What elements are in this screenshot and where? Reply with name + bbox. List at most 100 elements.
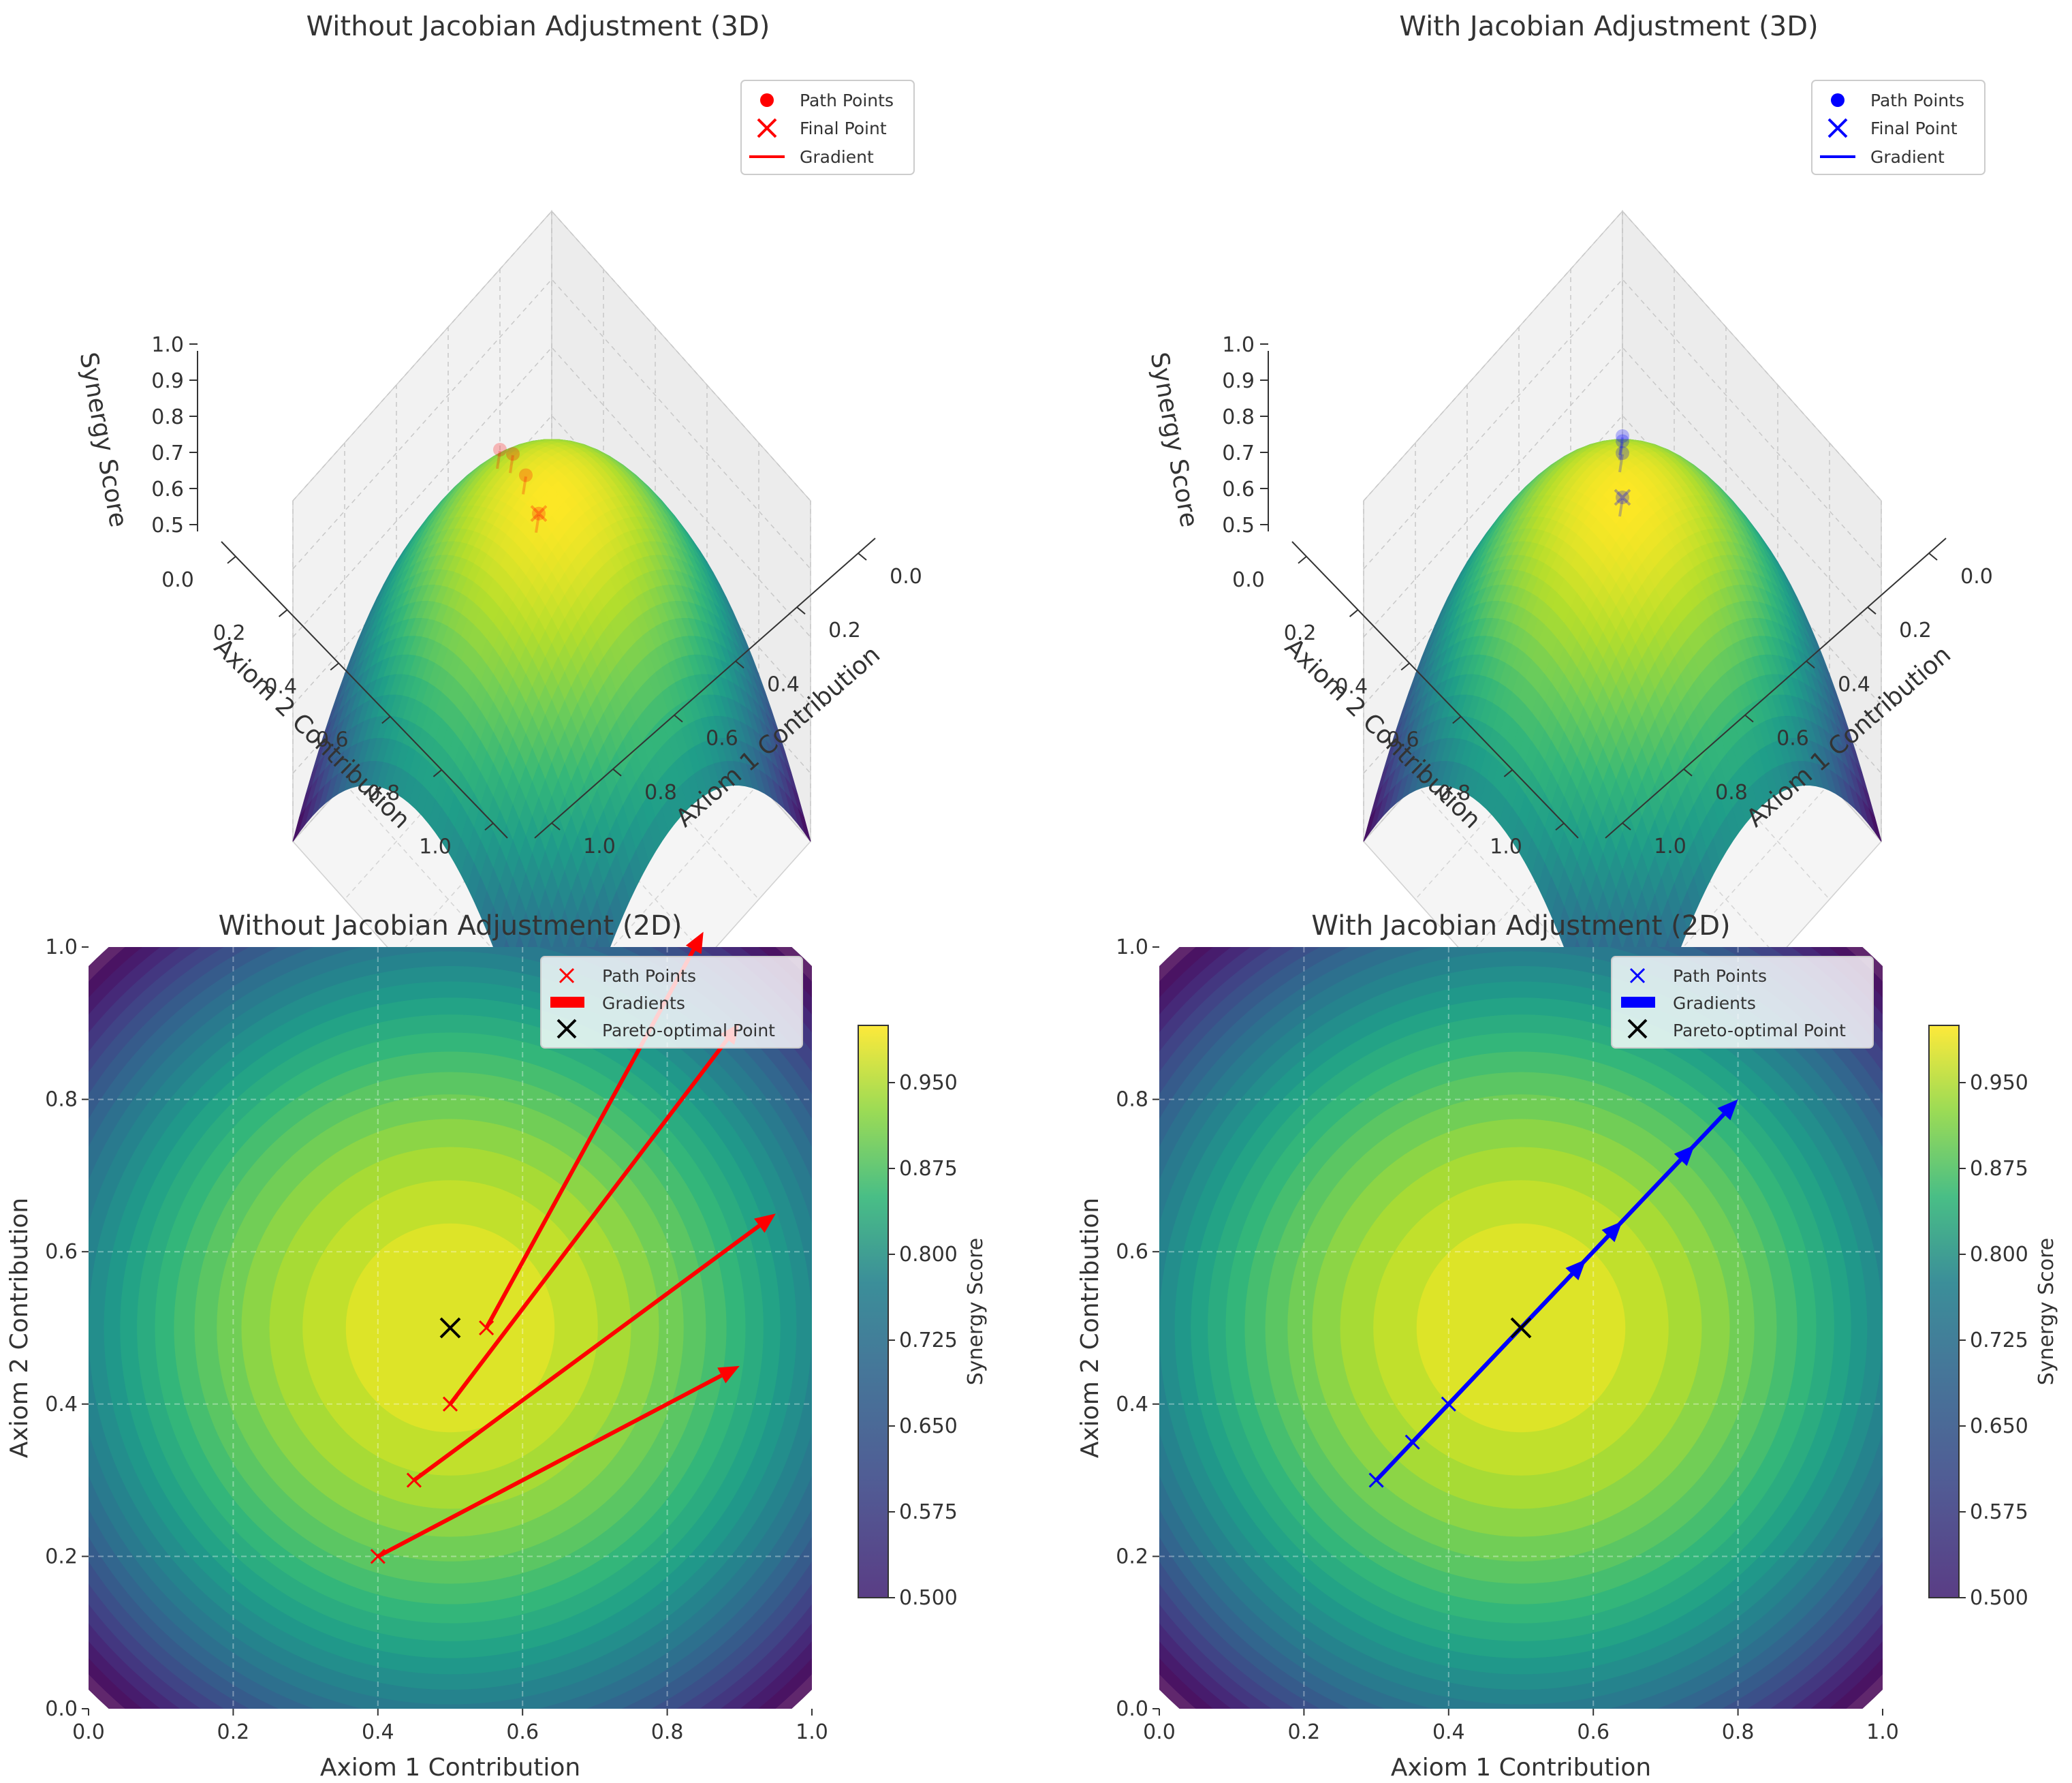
br-colorbar-tick-label: 0.575 <box>1970 1500 2028 1524</box>
tl-ytick-label: 0.6 <box>316 728 349 752</box>
br-ytick-label: 1.0 <box>1116 935 1148 959</box>
br-colorbar-tick-label: 0.800 <box>1970 1243 2028 1267</box>
bl-colorbar-tick-label: 0.875 <box>899 1157 958 1181</box>
tl-ztick-label: 0.8 <box>151 405 184 429</box>
tl-xtick-mark <box>735 660 744 669</box>
br-xtick-label: 0.8 <box>1722 1720 1755 1744</box>
br-contour-area <box>1159 947 1883 1709</box>
br-legend-pareto-label: Pareto-optimal Point <box>1673 1021 1846 1040</box>
tr-legend-final-label: Final Point <box>1870 119 1958 138</box>
br-ytick-label: 0.8 <box>1116 1088 1148 1112</box>
bl-xtick-label: 0.4 <box>362 1720 394 1744</box>
tr-pane-grid <box>1363 841 1623 1132</box>
br-colorbar-bar <box>1928 1025 1960 1598</box>
tl-legend-gradient-label: Gradient <box>800 147 874 167</box>
tl-gradient-2 <box>522 476 527 495</box>
tl-pane-grid <box>499 783 759 1074</box>
tr-title: With Jacobian Adjustment (3D) <box>1399 11 1818 42</box>
tr-pane-grid <box>1363 210 1882 501</box>
br-legend-gradients-label: Gradients <box>1673 993 1756 1013</box>
br-xtick-label: 1.0 <box>1866 1720 1899 1744</box>
tr-zlabel: Synergy Score <box>1145 350 1203 529</box>
tl-legend-path-label: Path Points <box>800 91 894 110</box>
tl-legend-box <box>740 80 915 175</box>
tl-markers <box>493 443 548 533</box>
tl-xtick-mark <box>551 822 561 831</box>
bl-colorbar: 0.500 0.575 0.650 0.725 0.800 0.875 0.950 Syner… <box>858 1025 988 1610</box>
br-legend-path-label: Path Points <box>1673 966 1767 986</box>
tl-ytick-mark <box>381 715 391 724</box>
bl-xtick-label: 0.2 <box>217 1720 250 1744</box>
tr-xtick-label: 0.8 <box>1715 781 1748 805</box>
br-colorbar-tick-label: 0.950 <box>1970 1071 2028 1095</box>
tl-gradient-3 <box>535 514 540 533</box>
tl-path-point-2 <box>519 468 533 482</box>
tl-surface <box>292 439 811 1132</box>
tr-ytick-mark <box>1349 609 1359 617</box>
br-ytick-label: 0.6 <box>1116 1240 1148 1264</box>
tr-legend-path-marker <box>1831 93 1845 107</box>
tl-xtick-mark <box>674 714 683 723</box>
tl-ztick-label: 0.6 <box>151 478 184 501</box>
tl-ztick-label: 0.9 <box>151 369 184 393</box>
tl-xtick-mark <box>796 606 806 615</box>
tr-pane-grid <box>1363 278 1882 570</box>
tl-ztick-label: 0.7 <box>151 441 184 465</box>
tl-xtick-label: 1.0 <box>583 835 616 858</box>
tl-path-point-1 <box>506 447 520 461</box>
tl-ztick-label: 1.0 <box>151 333 184 357</box>
bl-legend-gradients-marker <box>550 997 584 1008</box>
tl-pane-grid <box>344 783 604 1074</box>
tl-ytick-mark <box>433 769 443 777</box>
tl-legend-final-marker <box>757 118 777 138</box>
bl-colorbar-tick-label: 0.500 <box>899 1586 958 1610</box>
br-colorbar-label: Synergy Score <box>2035 1238 2058 1385</box>
tl-legend-final-label: Final Point <box>800 119 887 138</box>
bl-legend-path-label: Path Points <box>602 966 696 986</box>
tr-xtick-label: 1.0 <box>1654 835 1686 858</box>
bl-xlabel: Axiom 1 Contribution <box>320 1754 580 1782</box>
bl-colorbar-bar <box>858 1025 889 1598</box>
tl-ytick-label: 0.8 <box>368 781 401 805</box>
tr-ztick-label: 0.7 <box>1222 441 1255 465</box>
tr-xtick-label: 0.2 <box>1899 619 1932 642</box>
bl-xtick-label: 0.8 <box>651 1720 684 1744</box>
tl-gradient-1 <box>509 454 514 474</box>
br-xtick-label: 0.4 <box>1432 1720 1465 1744</box>
br-colorbar-tick-label: 0.725 <box>1970 1329 2028 1352</box>
tr-ztick-label: 0.5 <box>1222 514 1255 538</box>
bl-xtick-label: 0.6 <box>506 1720 539 1744</box>
tl-pane-grid <box>551 841 811 1132</box>
tl-ytick-mark <box>484 822 494 831</box>
br-legend: Path Points Gradients Pareto-optimal Point <box>1611 956 1874 1049</box>
tl-ytick-label: 0.0 <box>161 568 194 592</box>
tl-ytick-mark <box>330 662 339 671</box>
tl-zlabel: Synergy Score <box>74 350 132 529</box>
tl-xtick-label: 0.8 <box>644 781 677 805</box>
tl-ytick-label: 1.0 <box>419 835 452 858</box>
bl-ytick-label: 0.8 <box>45 1088 78 1112</box>
tr-xtick-label: 0.0 <box>1960 565 1993 589</box>
br-colorbar-tick-label: 0.875 <box>1970 1157 2028 1181</box>
bl-colorbar-tick-label: 0.650 <box>899 1414 958 1438</box>
tr-xtick-mark <box>1928 553 1938 561</box>
br-xtick-label: 0.2 <box>1288 1720 1321 1744</box>
tr-ztick-label: 0.9 <box>1222 369 1255 393</box>
tr-ytick-label: 1.0 <box>1490 835 1522 858</box>
tl-yaxis-line <box>221 541 508 839</box>
tl-legend: Path Points Final Point Gradient <box>740 80 915 175</box>
bl-title: Without Jacobian Adjustment (2D) <box>219 910 682 942</box>
tl-xtick-mark <box>858 553 867 561</box>
br-ytick-label: 0.4 <box>1116 1393 1148 1416</box>
bl-legend-gradients-label: Gradients <box>602 993 685 1013</box>
tr-legend: Path Points Final Point Gradient <box>1811 80 1985 175</box>
br-xlabel: Axiom 1 Contribution <box>1391 1754 1651 1782</box>
tr-ztick-label: 0.6 <box>1222 478 1255 501</box>
bl-ytick-label: 0.0 <box>45 1697 78 1721</box>
bl-ytick-label: 0.2 <box>45 1545 78 1568</box>
tr-legend-gradient-label: Gradient <box>1870 147 1945 167</box>
tl-xtick-label: 0.0 <box>890 565 922 589</box>
tl-xtick-mark <box>612 769 622 777</box>
br-xtick-label: 0.0 <box>1143 1720 1176 1744</box>
